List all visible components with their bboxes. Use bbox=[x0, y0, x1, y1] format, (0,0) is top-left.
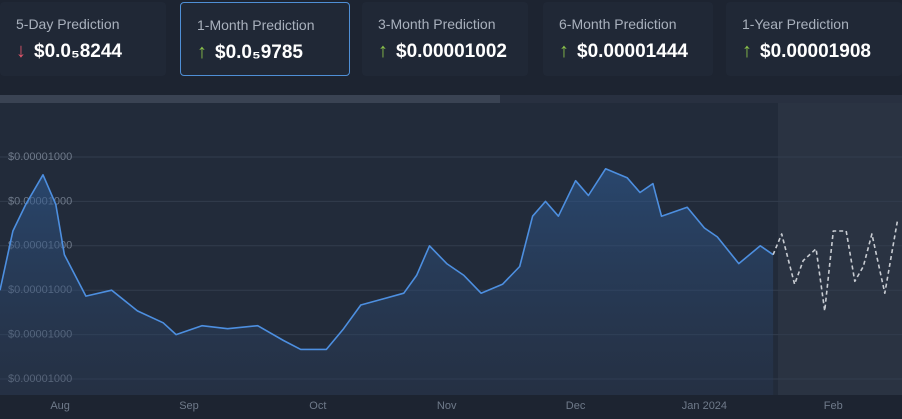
trend-arrow: ↓ bbox=[16, 40, 26, 62]
prediction-card: 6-Month Prediction ↑ $0.00001444 bbox=[543, 2, 713, 76]
card-value: ↓ $0.0₅8244 bbox=[16, 40, 122, 63]
x-tick-label: Dec bbox=[566, 400, 586, 412]
y-tick-label: $0.00001000 bbox=[8, 151, 72, 163]
prediction-card: 3-Month Prediction ↑ $0.00001002 bbox=[362, 2, 528, 76]
x-tick-label: Aug bbox=[50, 400, 70, 412]
card-value: ↑ $0.00001444 bbox=[559, 40, 688, 63]
price: $0.00001002 bbox=[396, 41, 507, 62]
prediction-card: 1-Year Prediction ↑ $0.00001908 bbox=[726, 2, 902, 76]
prediction-card: 1-Month Prediction ↑ $0.0₅9785 bbox=[180, 2, 350, 76]
card-label: 5-Day Prediction bbox=[16, 16, 120, 32]
area bbox=[0, 168, 774, 395]
prediction-line bbox=[772, 219, 899, 312]
trend-arrow: ↑ bbox=[559, 40, 569, 62]
card-label: 6-Month Prediction bbox=[559, 16, 677, 32]
scrollbar-track bbox=[500, 95, 902, 103]
x-tick-label: Feb bbox=[824, 400, 843, 412]
x-tick-label: Oct bbox=[309, 400, 326, 412]
card-value: ↑ $0.00001908 bbox=[742, 40, 871, 63]
price: $0.0₅9785 bbox=[215, 42, 303, 63]
card-label: 3-Month Prediction bbox=[378, 16, 496, 32]
trend-arrow: ↑ bbox=[378, 40, 388, 62]
price: $0.0₅8244 bbox=[34, 41, 122, 62]
card-value: ↑ $0.00001002 bbox=[378, 40, 507, 63]
trend-arrow: ↑ bbox=[197, 41, 207, 63]
x-tick-label: Sep bbox=[179, 400, 199, 412]
price: $0.00001444 bbox=[577, 41, 688, 62]
card-label: 1-Month Prediction bbox=[197, 17, 315, 33]
price-line bbox=[0, 168, 774, 351]
x-tick-label: Nov bbox=[437, 400, 457, 412]
card-label: 1-Year Prediction bbox=[742, 16, 849, 32]
price: $0.00001908 bbox=[760, 41, 871, 62]
x-tick-label: Jan 2024 bbox=[682, 400, 727, 412]
card-value: ↑ $0.0₅9785 bbox=[197, 41, 303, 64]
prediction-card: 5-Day Prediction ↓ $0.0₅8244 bbox=[0, 2, 166, 76]
prediction-zone bbox=[778, 103, 902, 395]
trend-arrow: ↑ bbox=[742, 40, 752, 62]
scrollbar-thumb bbox=[0, 95, 500, 103]
